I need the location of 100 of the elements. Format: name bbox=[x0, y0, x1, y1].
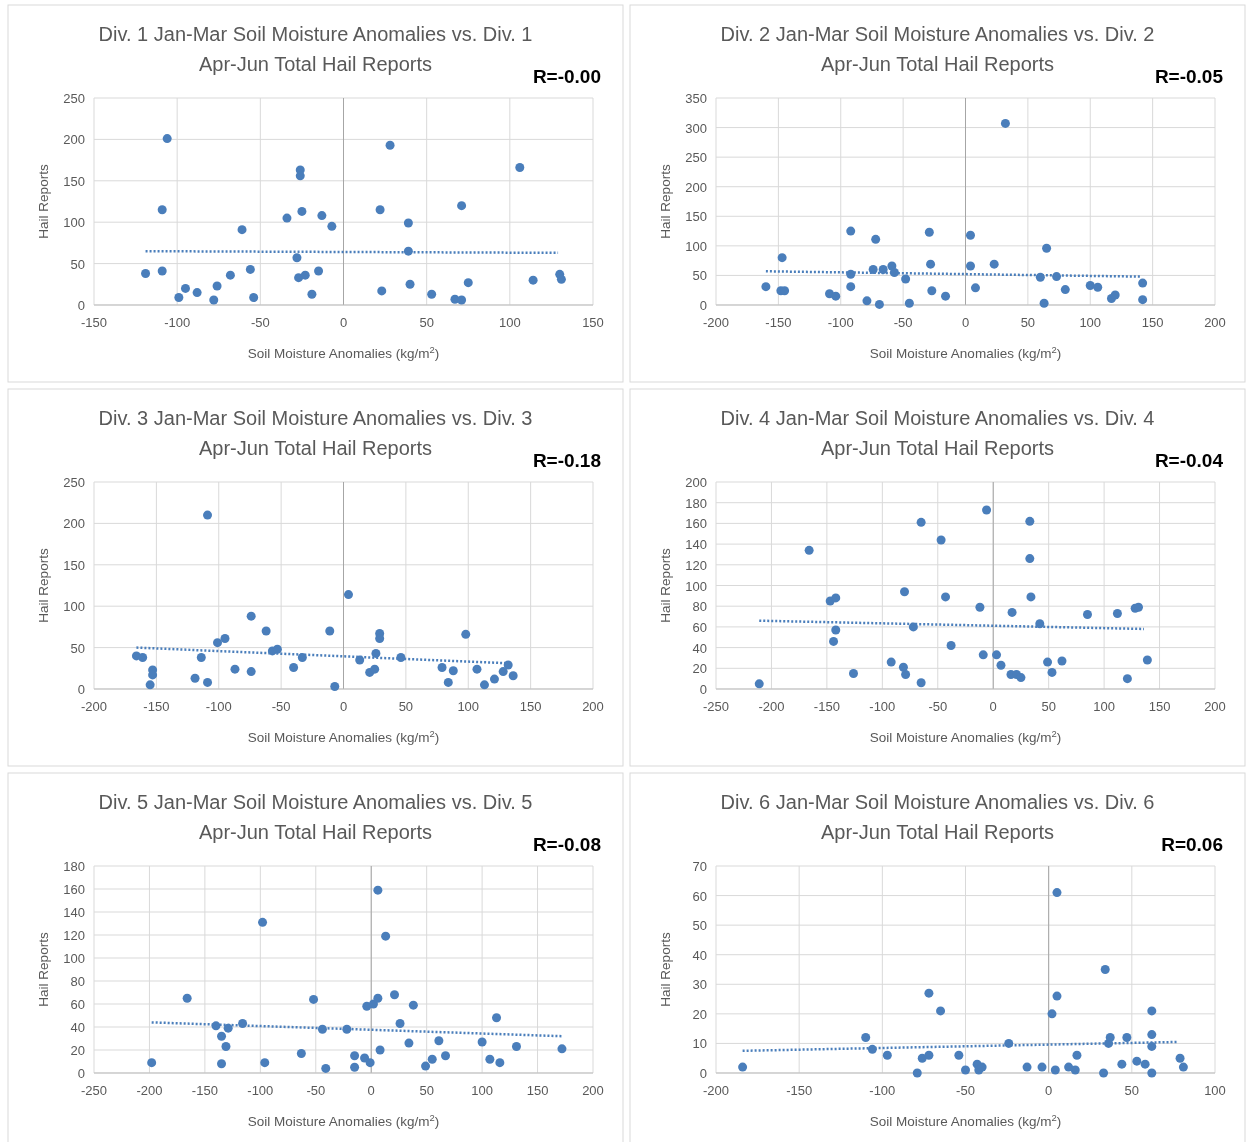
x-axis-title: Soil Moisture Anomalies (kg/m$^{2}$) bbox=[869, 1111, 1062, 1129]
point bbox=[1037, 1062, 1047, 1072]
point bbox=[373, 993, 383, 1003]
point bbox=[362, 1001, 372, 1011]
point bbox=[1022, 1062, 1032, 1072]
point bbox=[237, 225, 247, 235]
point bbox=[511, 1042, 521, 1052]
point bbox=[258, 917, 268, 927]
point bbox=[296, 1048, 306, 1058]
point bbox=[1016, 673, 1026, 683]
x-tick-label: 200 bbox=[582, 699, 604, 714]
x-axis-title: Soil Moisture Anomalies (kg/m$^{2}$) bbox=[247, 727, 440, 745]
point bbox=[307, 289, 317, 299]
point bbox=[203, 510, 213, 520]
x-tick-label: -100 bbox=[869, 1083, 896, 1098]
x-tick-label: -200 bbox=[758, 699, 785, 714]
point bbox=[846, 282, 856, 292]
x-tick-label: -100 bbox=[205, 699, 232, 714]
x-tick-label: 100 bbox=[1093, 699, 1115, 714]
point bbox=[213, 638, 222, 648]
point bbox=[924, 988, 934, 998]
point bbox=[390, 990, 400, 1000]
point bbox=[182, 993, 192, 1003]
point bbox=[138, 653, 148, 663]
text: R=0.06 bbox=[1161, 834, 1223, 855]
point bbox=[404, 1038, 414, 1048]
point bbox=[249, 293, 259, 303]
y-tick-label: 100 bbox=[63, 951, 85, 966]
x-tick-label: 150 bbox=[582, 315, 604, 330]
x-tick-label: -150 bbox=[786, 1083, 813, 1098]
point bbox=[343, 590, 353, 600]
point bbox=[141, 269, 151, 279]
point bbox=[941, 592, 951, 602]
y-tick-label: 200 bbox=[63, 516, 85, 532]
point bbox=[916, 678, 926, 688]
y-tick-label: 100 bbox=[63, 215, 85, 231]
point bbox=[1047, 667, 1057, 677]
x-tick-label: 0 bbox=[367, 1083, 375, 1098]
point bbox=[321, 1063, 331, 1073]
y-axis-title: Hail Reports bbox=[658, 164, 673, 239]
point bbox=[1064, 1062, 1074, 1072]
y-tick-label: 200 bbox=[63, 132, 85, 148]
point bbox=[898, 662, 908, 672]
point bbox=[912, 1068, 922, 1078]
y-tick-label: 100 bbox=[63, 599, 85, 615]
x-tick-label: 200 bbox=[1204, 699, 1226, 714]
point bbox=[1147, 1006, 1157, 1016]
point bbox=[1178, 1062, 1188, 1072]
point bbox=[1147, 1041, 1157, 1051]
point bbox=[477, 1037, 487, 1047]
point bbox=[461, 629, 471, 639]
point bbox=[946, 641, 956, 651]
point bbox=[1050, 1065, 1060, 1075]
point bbox=[457, 201, 467, 211]
y-tick-label: 250 bbox=[63, 475, 85, 490]
point bbox=[1140, 1059, 1150, 1069]
point bbox=[365, 1058, 375, 1068]
y-tick-label: 80 bbox=[70, 974, 85, 989]
x-tick-label: 200 bbox=[1204, 315, 1226, 330]
text: R=-0.05 bbox=[1154, 66, 1224, 87]
y-tick-label: 60 bbox=[70, 997, 85, 1012]
point bbox=[970, 283, 980, 293]
x-tick-label: -50 bbox=[271, 699, 291, 714]
x-tick-label: -50 bbox=[250, 315, 270, 330]
point bbox=[846, 226, 856, 236]
x-tick-label: -100 bbox=[164, 315, 191, 330]
point bbox=[1122, 674, 1132, 684]
point bbox=[1175, 1053, 1185, 1063]
point bbox=[1147, 1068, 1157, 1078]
x-tick-label: 100 bbox=[471, 1083, 493, 1098]
point bbox=[804, 545, 814, 555]
point bbox=[901, 670, 911, 680]
x-tick-label: -50 bbox=[928, 699, 948, 714]
y-tick-label: 40 bbox=[692, 640, 707, 656]
point bbox=[485, 1054, 495, 1064]
point bbox=[1110, 290, 1120, 300]
point bbox=[441, 1051, 451, 1061]
x-axis-title: Soil Moisture Anomalies (kg/m$^{2}$) bbox=[869, 727, 1062, 745]
x-tick-label: 100 bbox=[1204, 1083, 1226, 1098]
point bbox=[901, 274, 911, 284]
point bbox=[1043, 657, 1053, 667]
chart-title: Div. 6 Jan-Mar Soil Moisture Anomalies vs. Div. 6 Apr-Jun Total Hail Reports bbox=[720, 791, 1155, 843]
x-tick-label: -250 bbox=[80, 1083, 108, 1098]
point bbox=[314, 266, 324, 276]
x-axis-title: Soil Moisture Anomalies (kg/m$^{2}$) bbox=[247, 343, 440, 361]
point bbox=[1057, 656, 1067, 666]
point bbox=[434, 1036, 444, 1046]
x-tick-label: -150 bbox=[143, 699, 170, 714]
point bbox=[174, 293, 184, 303]
point bbox=[1000, 118, 1010, 128]
point bbox=[1039, 298, 1049, 308]
x-tick-label: -200 bbox=[702, 1083, 730, 1098]
point bbox=[831, 625, 841, 635]
y-tick-label: 160 bbox=[63, 882, 85, 897]
point bbox=[498, 667, 508, 677]
y-axis-title: Hail Reports bbox=[36, 164, 51, 239]
x-tick-label: 150 bbox=[1148, 699, 1171, 714]
point bbox=[831, 593, 841, 603]
point bbox=[377, 286, 387, 296]
point bbox=[1007, 607, 1017, 617]
